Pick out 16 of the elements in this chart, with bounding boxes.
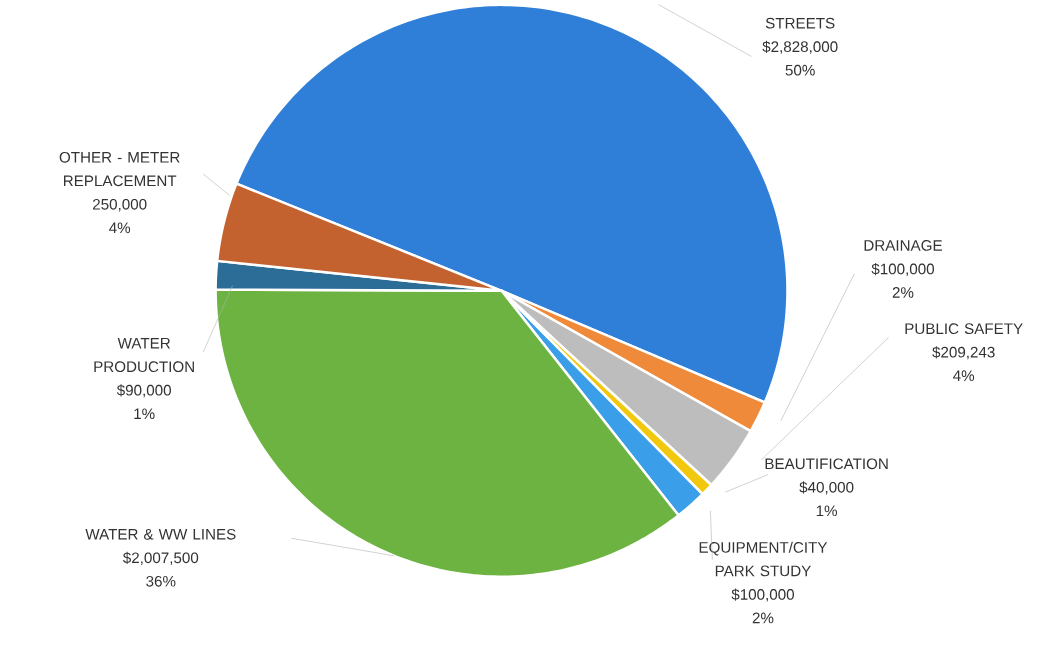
slice-label: WATER & WW LINES (85, 528, 236, 540)
data-label: $100,000 2% (731, 588, 795, 624)
slice-label: PUBLIC SAFETY (905, 323, 1023, 335)
data-label: 250,000 4% (93, 199, 147, 234)
slice-label: STREETS (765, 17, 835, 29)
data-label: $90,000 1% (116, 384, 171, 420)
data-label: $40,000 1% (799, 481, 854, 517)
slice-label: OTHER - METER REPLACEMENT (59, 152, 180, 187)
data-label: $209,243 4% (932, 346, 995, 382)
slice-label: BEAUTIFICATION (765, 458, 888, 470)
slice-label: EQUIPMENT/CITY PARK STUDY (699, 541, 828, 577)
data-label: $100,000 2% (871, 263, 935, 298)
slice-label: WATER PRODUCTION (94, 338, 194, 373)
slice-label: DRAINAGE (864, 240, 942, 251)
data-label: $2,007,500 36% (122, 551, 199, 587)
data-label: $2,828,000 50% (762, 40, 838, 76)
